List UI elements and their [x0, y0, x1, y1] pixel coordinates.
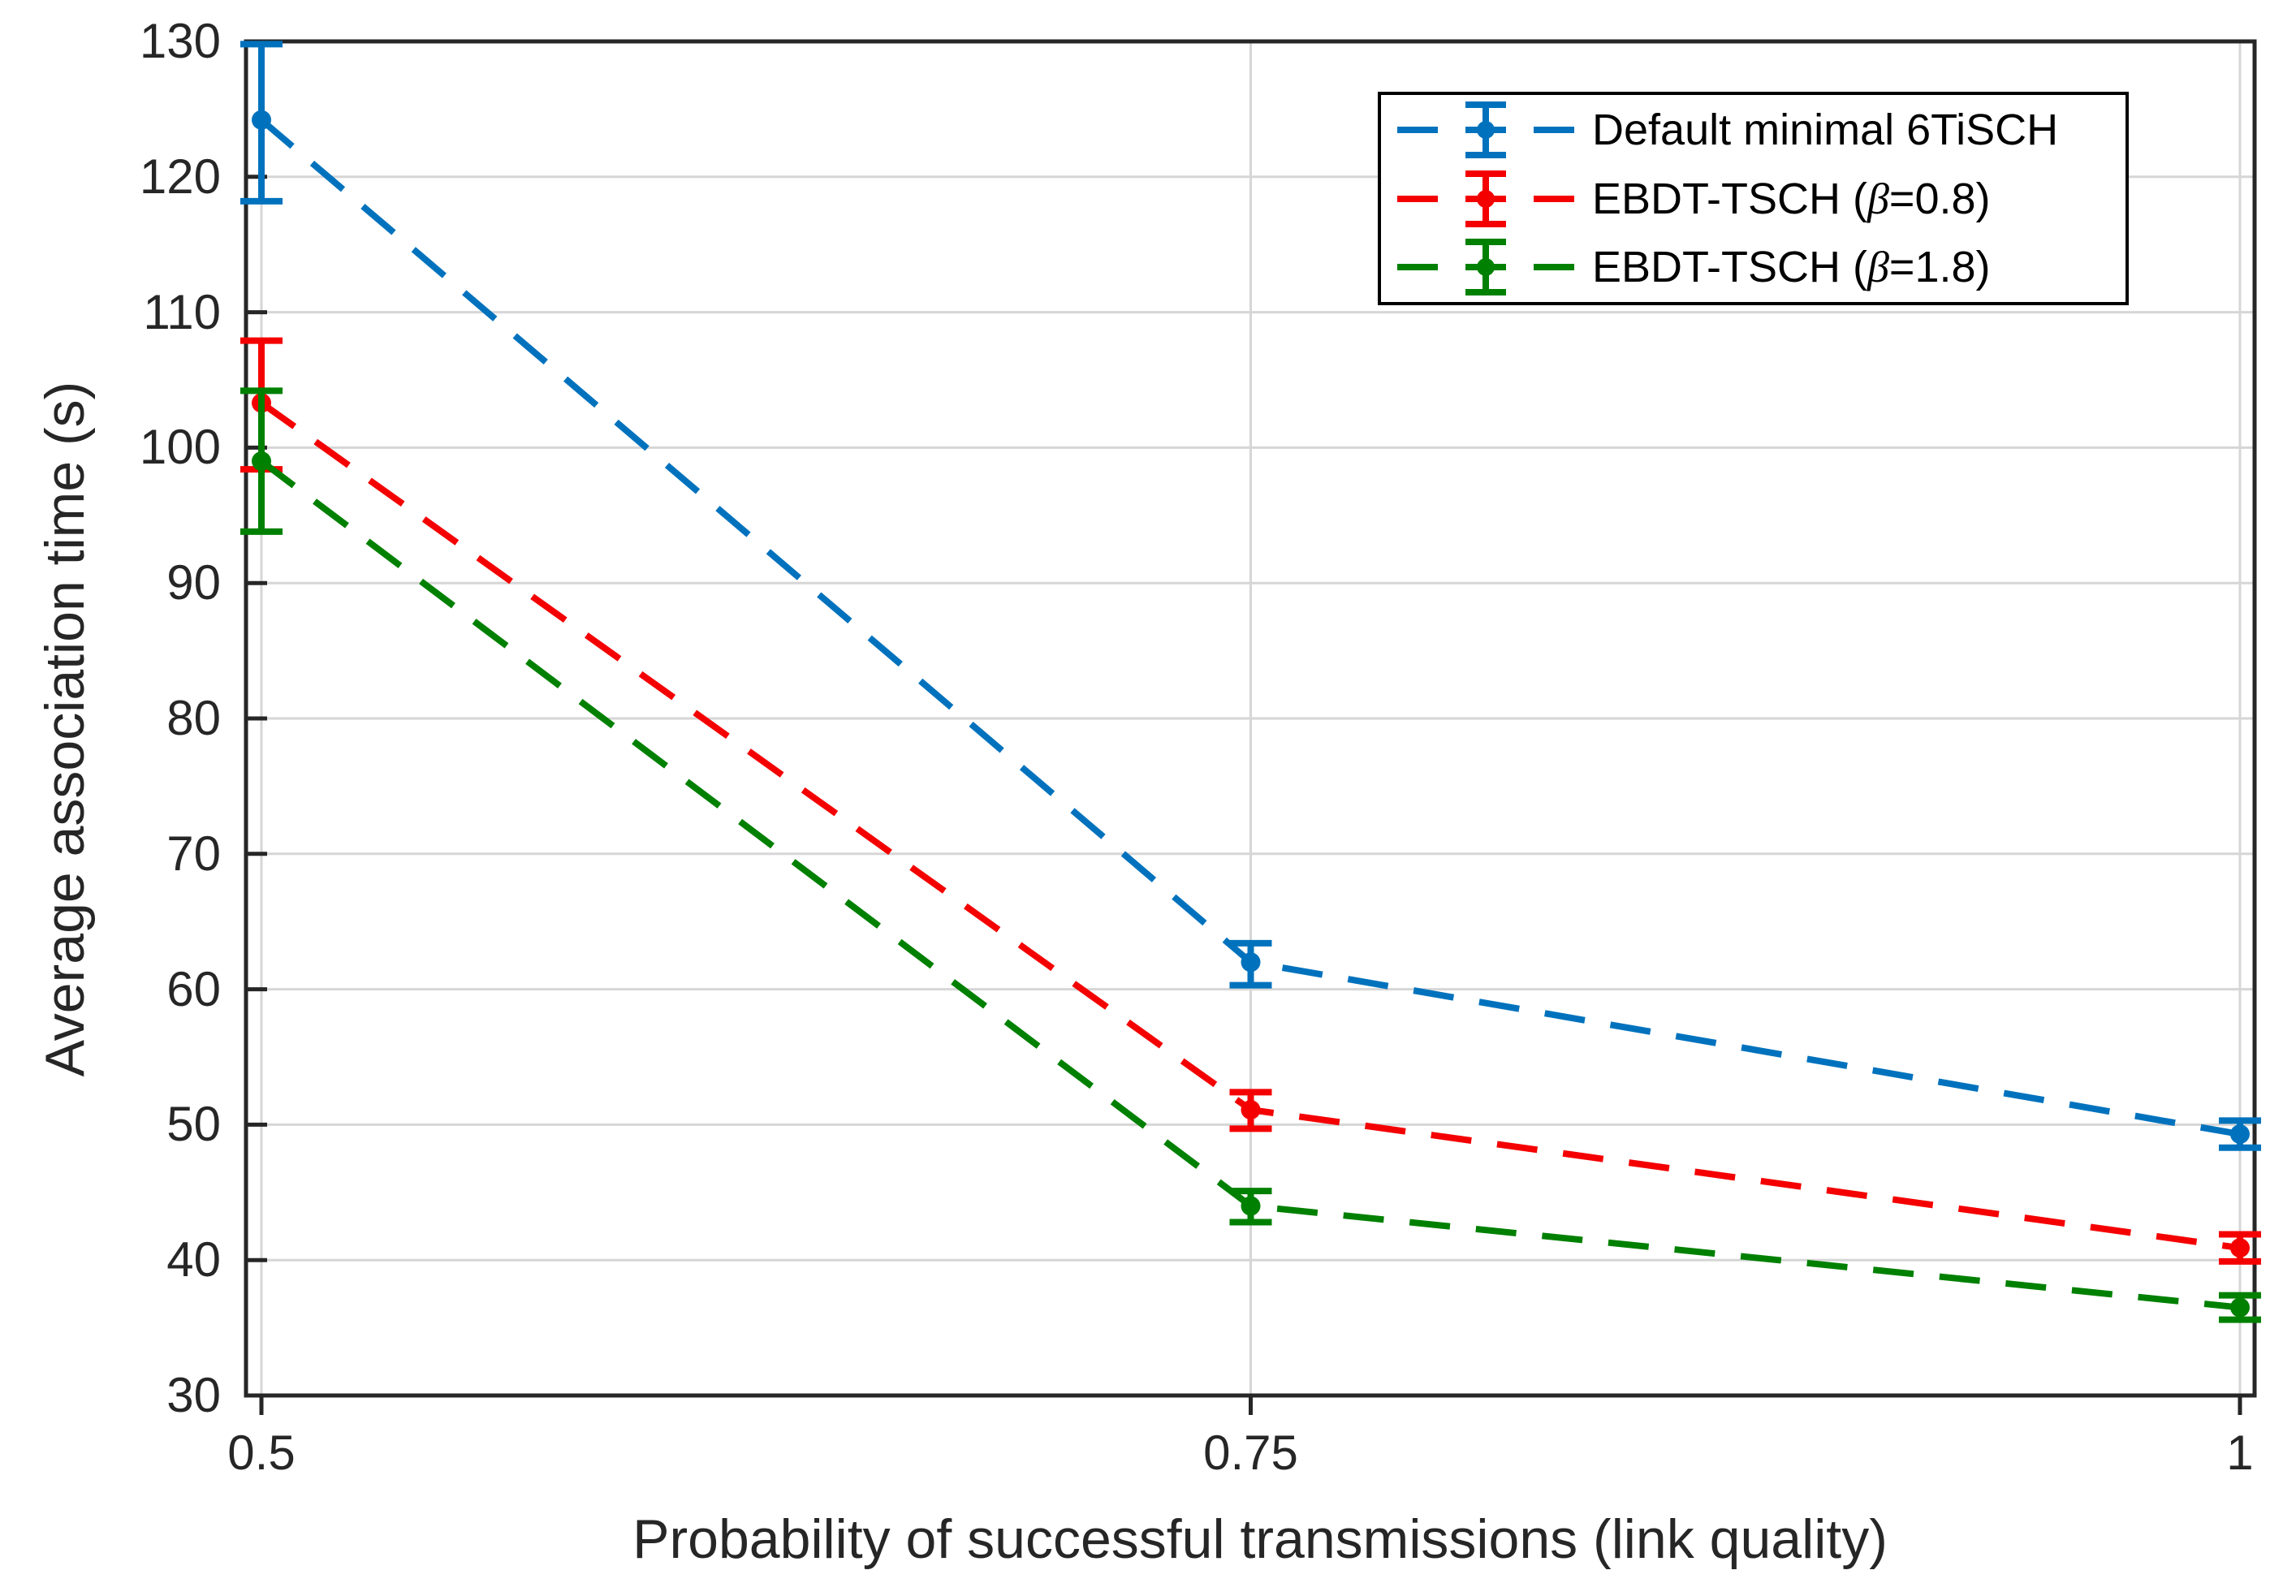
legend-item-default-minimal-6tisch: Default minimal 6TiSCH: [1381, 97, 2126, 163]
data-point-marker-2: [1241, 1196, 1261, 1216]
y-tick-label: 110: [143, 284, 221, 339]
y-tick-label: 80: [166, 691, 221, 745]
legend-box: Default minimal 6TiSCH EBDT-TSCH (β=0.8)…: [1378, 92, 2129, 305]
y-tick-label: 30: [166, 1368, 221, 1422]
y-tick-label: 120: [139, 149, 221, 204]
data-point-marker-1: [1241, 1100, 1261, 1120]
x-tick-label: 0.5: [227, 1426, 296, 1480]
legend-label: EBDT-TSCH (β=1.8): [1592, 242, 1991, 291]
legend-errorbar-glyph-green: [1397, 238, 1574, 295]
x-axis-label: Probability of successful transmissions …: [632, 1508, 1888, 1570]
data-point-marker-0: [1241, 952, 1261, 973]
legend-marker: [1477, 257, 1495, 276]
x-tick-label: 0.75: [1203, 1426, 1298, 1480]
data-point-marker-0: [2229, 1124, 2250, 1145]
legend-errorbar-glyph-red: [1397, 170, 1574, 227]
legend-label: EBDT-TSCH (β=0.8): [1592, 174, 1991, 223]
y-tick-label: 90: [166, 555, 221, 610]
y-axis-label: Average association time (s): [34, 381, 96, 1077]
data-point-marker-2: [2229, 1297, 2250, 1318]
y-tick-label: 130: [139, 14, 221, 68]
legend-item-ebdt-tsch-beta-0.8: EBDT-TSCH (β=0.8): [1381, 166, 2126, 232]
legend-marker: [1477, 189, 1495, 208]
legend-label: Default minimal 6TiSCH: [1592, 106, 2059, 155]
y-tick-label: 50: [166, 1097, 221, 1152]
data-point-marker-2: [252, 451, 272, 472]
y-tick-label: 70: [166, 826, 221, 881]
y-tick-label: 100: [139, 420, 221, 475]
y-tick-label: 60: [166, 961, 221, 1016]
data-point-marker-0: [252, 110, 272, 130]
data-point-marker-1: [2229, 1238, 2250, 1258]
legend-marker: [1477, 121, 1495, 140]
legend-errorbar-glyph-blue: [1397, 101, 1574, 159]
x-tick-label: 1: [2226, 1426, 2254, 1480]
legend-item-ebdt-tsch-beta-1.8: EBDT-TSCH (β=1.8): [1381, 234, 2126, 300]
y-tick-label: 40: [166, 1232, 221, 1288]
